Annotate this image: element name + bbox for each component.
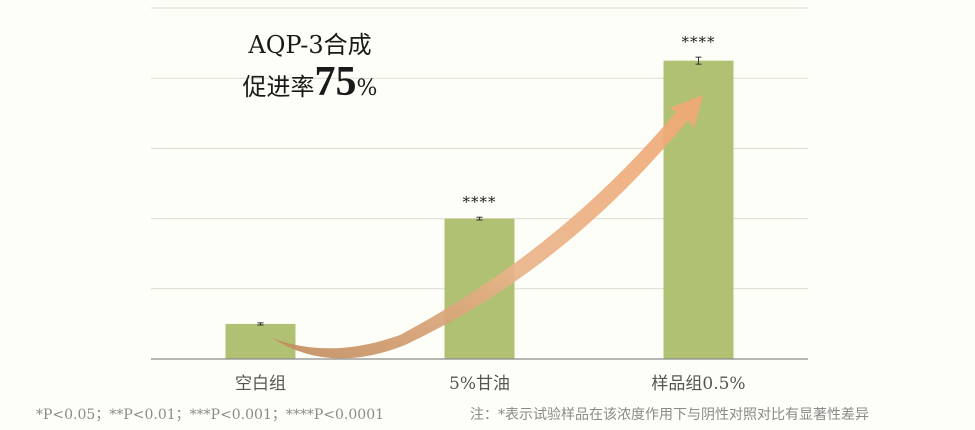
headline-prefix: 促进率 xyxy=(242,73,315,101)
footnote-note: 注：*表示试验样品在该浓度作用下与阴性对照对比有显著性差异 xyxy=(470,407,869,423)
headline-line1: AQP-3合成 xyxy=(248,31,372,59)
headline-line2: 促进率75% xyxy=(210,59,410,109)
bar xyxy=(225,323,296,359)
headline-value: 75 xyxy=(314,59,357,105)
significance-label: **** xyxy=(682,33,716,51)
category-labels: 空白组 5%甘油 样品组0.5% xyxy=(235,374,746,394)
significance-labels: **** **** xyxy=(463,33,716,211)
category-label: 样品组0.5% xyxy=(651,374,745,394)
category-label: 空白组 xyxy=(235,374,286,394)
significance-legend: *P<0.05；**P<0.01；***P<0.001；****P<0.0001 xyxy=(36,407,385,423)
error-bar xyxy=(695,56,702,65)
headline: AQP-3合成 促进率75% xyxy=(210,28,410,109)
headline-unit: % xyxy=(356,76,378,101)
error-bar xyxy=(257,322,264,326)
error-bar xyxy=(476,216,483,221)
category-label: 5%甘油 xyxy=(449,374,510,394)
significance-label: **** xyxy=(463,193,497,211)
error-bars xyxy=(257,56,702,326)
